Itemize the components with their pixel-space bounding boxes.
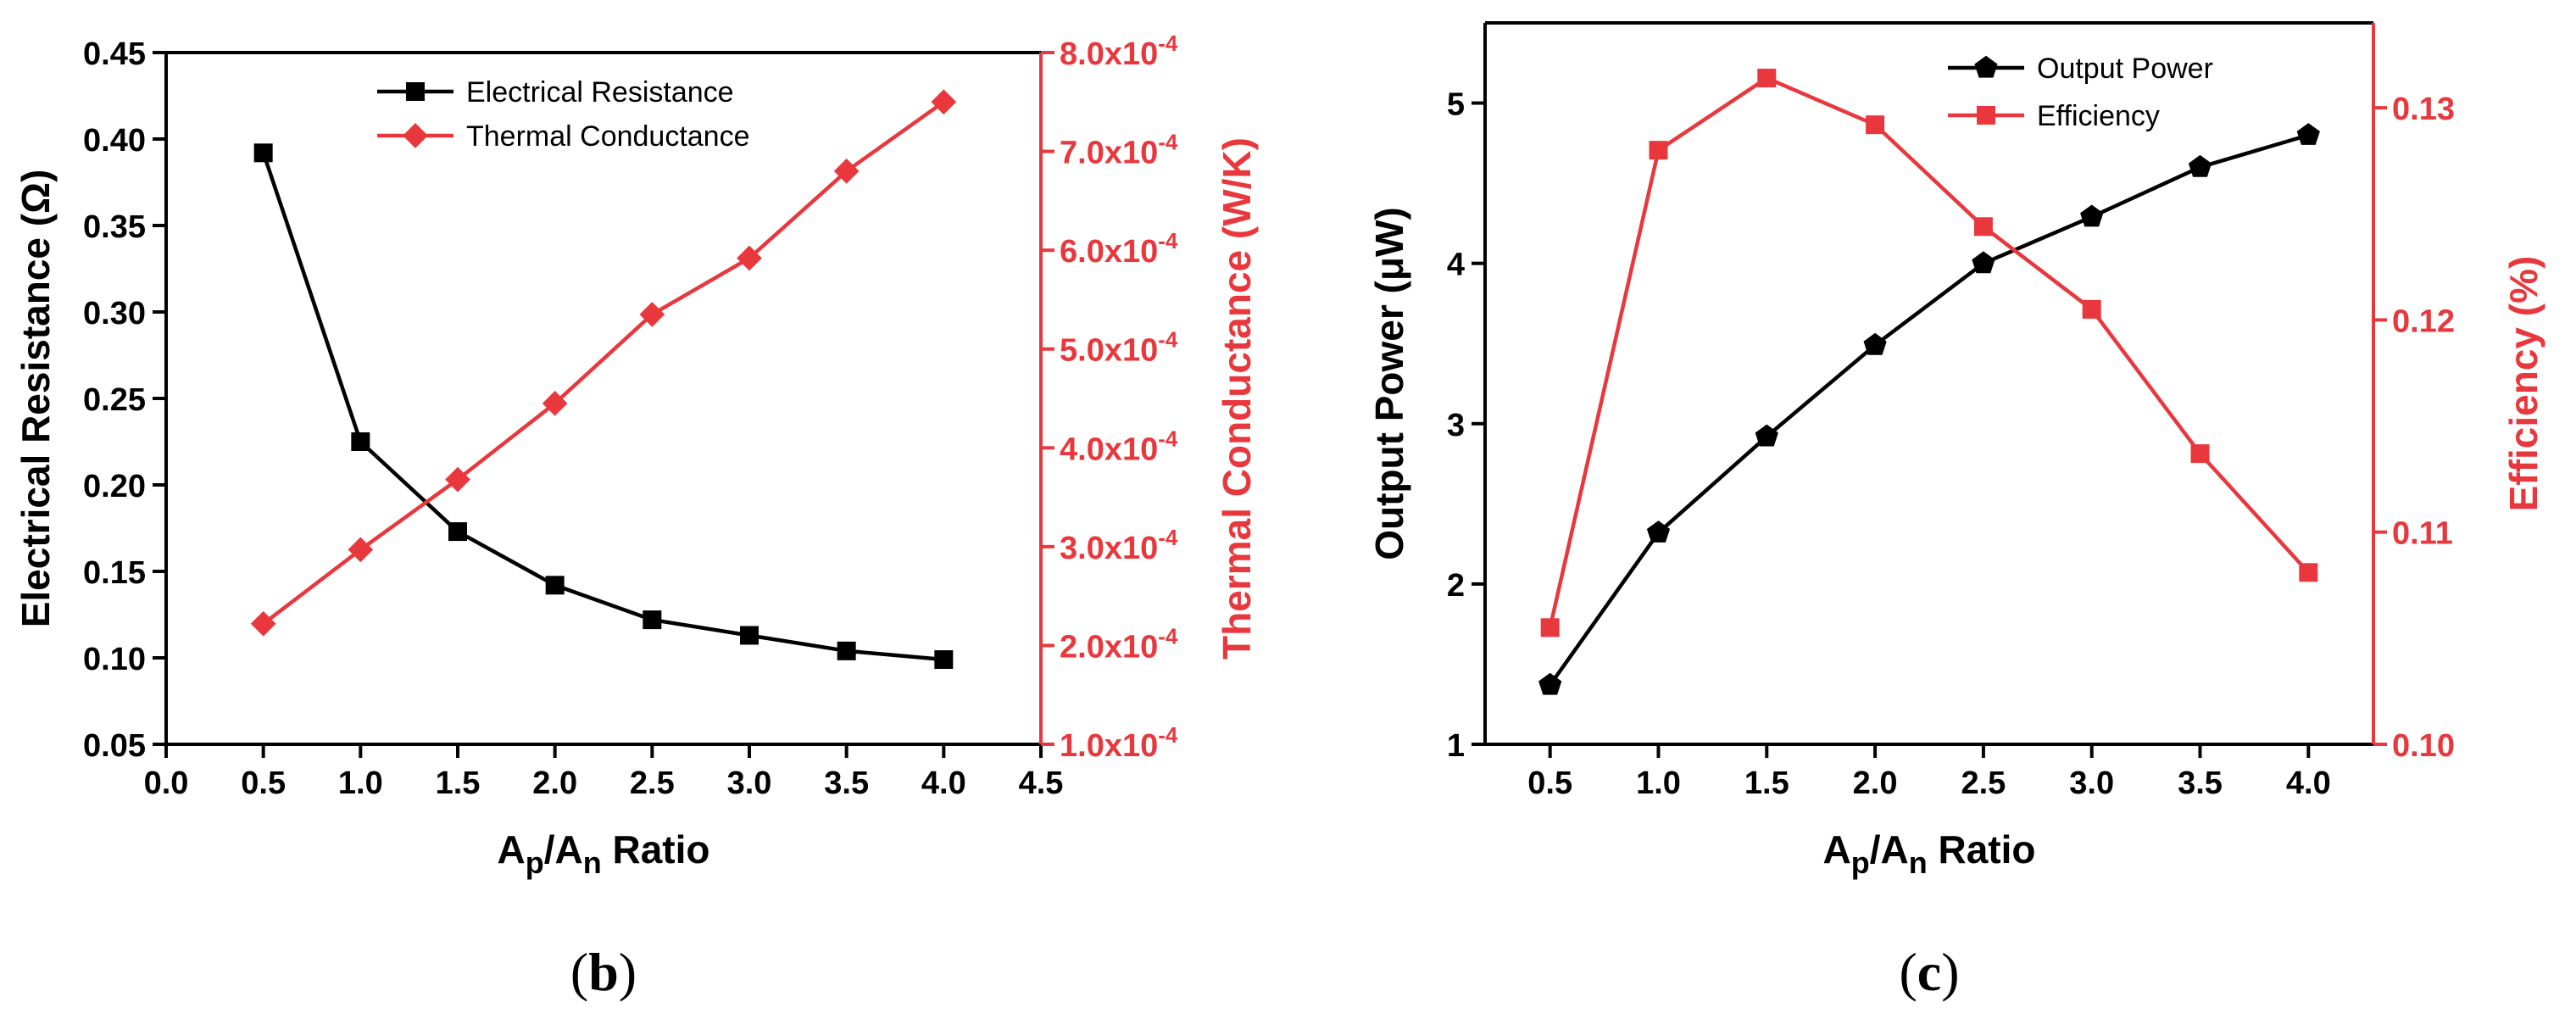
data-point-output-power [2296,123,2320,145]
data-point-electrical-resistance [545,576,565,595]
data-point-electrical-resistance [643,610,662,630]
x-tick-label: 1.0 [1636,766,1681,801]
x-tick-label: 0.0 [144,766,189,801]
right-y-tick-label: 4.0x10-4 [1060,426,1178,467]
x-tick-label: 4.5 [1019,766,1064,801]
left-y-tick-label: 0.10 [83,642,146,677]
left-y-axis-title: Electrical Resistance (Ω) [14,170,58,628]
left-y-tick-label: 0.05 [83,728,146,764]
series-line-efficiency [1548,75,2310,628]
data-point-thermal-conductance [445,466,470,493]
right-y-tick-label: 0.13 [2392,92,2455,127]
right-y-axis-title: Thermal Conductance (W/K) [1215,137,1259,660]
right-y-tick-label: 0.10 [2392,728,2455,764]
data-point-electrical-resistance [448,522,467,542]
data-point-thermal-conductance [833,159,860,184]
series-line-output-power [1548,133,2309,687]
x-tick-label: 2.0 [1853,766,1898,801]
chart-panel-b: 0.0 0.5 1.0 1.5 2.0 2.5 3.0 3.5 4.0 4.5 0.05 0.10 0.… [14,31,1259,1002]
x-tick-label: 0.5 [1527,766,1572,801]
data-point-efficiency [1973,217,1993,237]
right-y-tick-label: 8.0x10-4 [1060,31,1178,72]
x-tick-label: 3.5 [2178,766,2223,801]
data-point-efficiency [1649,141,1668,160]
data-point-electrical-resistance [740,626,759,645]
data-point-output-power [2080,204,2104,227]
data-point-output-power [1538,672,1562,695]
data-point-electrical-resistance [837,641,856,660]
data-point-output-power [1755,424,1778,447]
x-tick-label: 3.0 [2069,766,2114,801]
data-point-electrical-resistance [351,432,370,451]
right-y-tick-label: 1.0x10-4 [1060,722,1178,764]
legend-marker-thermal-conductance [403,123,428,148]
data-point-efficiency [1540,618,1560,637]
right-y-tick-label: 3.0x10-4 [1060,525,1178,566]
legend-label-electrical-resistance: Electrical Resistance [466,76,734,109]
data-point-efficiency [2299,563,2318,582]
data-point-electrical-resistance [253,143,273,163]
legend-label-output-power: Output Power [2037,53,2213,85]
x-tick-label: 2.5 [1961,766,2006,801]
right-y-tick-label: 2.0x10-4 [1060,623,1178,665]
x-tick-label: 1.5 [436,766,481,801]
x-tick-label: 0.5 [241,766,286,801]
data-point-output-power [1863,332,1887,355]
left-y-tick-label: 0.20 [83,469,146,504]
data-point-thermal-conductance [348,537,374,563]
data-point-thermal-conductance [737,245,762,271]
series-line-electrical-resistance [261,152,944,662]
legend-marker-electrical-resistance [406,82,425,101]
x-tick-label: 1.5 [1744,766,1789,801]
data-point-efficiency [1866,115,1885,135]
legend-marker-output-power [1974,55,1998,78]
left-y-tick-label: 1 [1447,728,1465,764]
left-y-tick-label: 4 [1447,248,1465,283]
legend-marker-efficiency [1977,106,1995,125]
left-y-tick-label: 5 [1447,87,1465,123]
right-y-tick-label: 0.11 [2392,516,2453,552]
panel-label: (c) [1899,942,1959,1002]
right-y-tick-label: 7.0x10-4 [1060,130,1178,171]
data-point-thermal-conductance [639,302,665,327]
data-point-efficiency [2190,444,2210,464]
data-point-efficiency [2082,299,2101,319]
legend-label-efficiency: Efficiency [2037,100,2160,132]
x-tick-label: 4.0 [2286,766,2331,801]
left-y-tick-label: 0.25 [83,382,146,418]
right-y-tick-label: 0.12 [2392,303,2455,339]
data-point-output-power [1972,251,1995,274]
left-y-tick-label: 0.40 [83,123,146,159]
left-y-tick-label: 0.15 [83,555,146,591]
data-point-output-power [1646,521,1671,543]
legend-label-thermal-conductance: Thermal Conductance [466,120,750,153]
x-tick-label: 2.0 [532,766,577,801]
x-tick-label: 1.0 [338,766,383,801]
left-y-tick-label: 2 [1447,568,1465,604]
x-tick-label: 4.0 [921,766,966,801]
left-y-axis-title: Output Power (μW) [1367,207,1411,560]
data-point-output-power [2188,154,2212,177]
right-y-tick-label: 5.0x10-4 [1060,327,1178,369]
left-y-tick-label: 0.35 [83,209,146,245]
x-axis-title: Ap/An Ratio [497,827,709,880]
data-point-thermal-conductance [542,390,568,416]
chart-panel-c: 0.5 1.0 1.5 2.0 2.5 3.0 3.5 4.0 1 2 3 4 5 0.10 0.11 0.1… [1367,21,2545,1002]
data-point-efficiency [1757,69,1777,88]
data-point-thermal-conductance [931,89,957,115]
x-tick-label: 3.0 [727,766,772,801]
left-y-tick-label: 3 [1447,408,1465,443]
x-axis-title: Ap/An Ratio [1822,827,2035,880]
right-y-axis-title: Efficiency (%) [2501,256,2545,512]
x-tick-label: 2.5 [630,766,675,801]
left-y-tick-label: 0.30 [83,296,146,331]
x-tick-label: 3.5 [824,766,869,801]
left-y-tick-label: 0.45 [83,36,146,72]
right-y-tick-label: 6.0x10-4 [1060,228,1178,270]
data-point-thermal-conductance [250,610,276,637]
data-point-electrical-resistance [934,650,954,670]
series-line-thermal-conductance [262,100,945,626]
panel-label: (b) [570,942,637,1002]
